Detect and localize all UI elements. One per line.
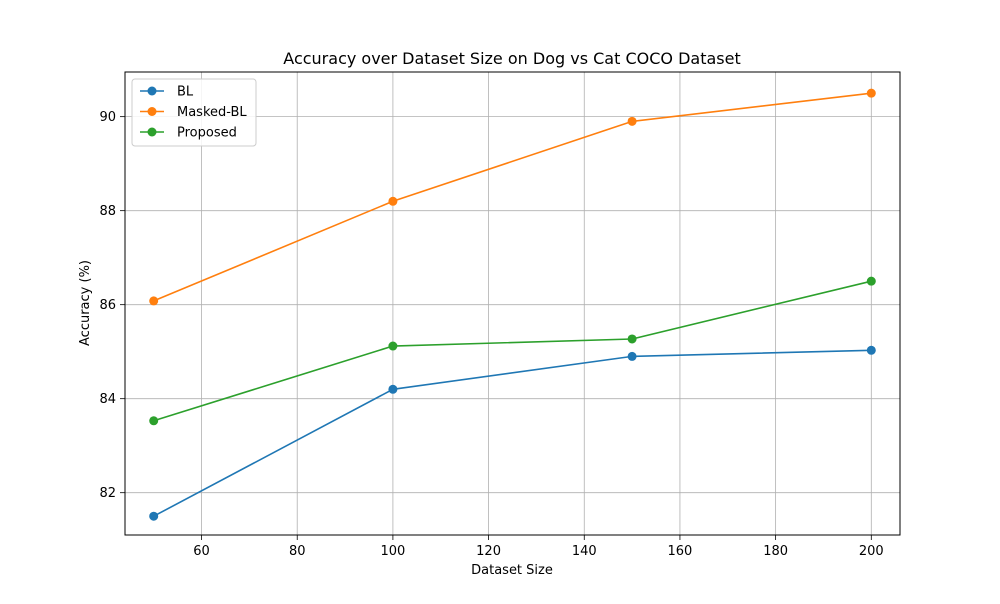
y-tick-label: 84 <box>99 392 116 407</box>
series-line <box>153 92 872 302</box>
data-point <box>627 116 637 126</box>
x-axis-label: Dataset Size <box>471 563 553 578</box>
legend-marker <box>147 107 157 116</box>
data-point <box>388 384 398 394</box>
data-point <box>149 296 159 306</box>
y-tick-label: 90 <box>99 110 116 125</box>
legend: BL Masked-BL Proposed <box>131 78 257 147</box>
y-axis-label: Accuracy (%) <box>78 260 93 346</box>
legend-box <box>131 78 257 147</box>
x-tick-label: 180 <box>763 544 788 559</box>
legend-item: BL <box>140 85 194 100</box>
axis-ticks: 60 80 100 120 140 160 180 200 82 84 86 88 90 <box>99 110 883 559</box>
series-masked-bl <box>149 88 876 306</box>
x-tick-label: 160 <box>668 544 693 559</box>
series-line <box>153 349 872 517</box>
legend-marker <box>147 86 157 96</box>
x-tick-label: 60 <box>193 544 210 559</box>
data-point <box>388 341 398 351</box>
x-tick-label: 140 <box>572 544 597 559</box>
chart-title: Accuracy over Dataset Size on Dog vs Cat… <box>283 49 740 68</box>
plot-frame <box>124 71 901 536</box>
series-bl <box>149 345 876 521</box>
y-tick-label: 82 <box>99 486 116 501</box>
legend-label: Masked-BL <box>177 105 247 120</box>
series-lines <box>149 88 876 521</box>
grid <box>125 72 900 535</box>
data-point <box>149 511 159 521</box>
y-tick-label: 86 <box>99 298 116 313</box>
x-tick-label: 80 <box>289 544 306 559</box>
data-point <box>388 196 398 206</box>
series-proposed <box>149 276 876 426</box>
legend-item: Proposed <box>140 126 237 141</box>
x-tick-label: 100 <box>380 544 405 559</box>
data-point <box>866 88 876 98</box>
data-point <box>149 416 159 426</box>
series-line <box>153 280 872 422</box>
x-tick-label: 200 <box>859 544 884 559</box>
y-tick-label: 88 <box>99 204 116 219</box>
legend-label: Proposed <box>177 126 237 141</box>
data-point <box>627 351 637 361</box>
legend-marker <box>147 127 157 137</box>
legend-item: Masked-BL <box>140 105 247 120</box>
legend-label: BL <box>177 85 194 100</box>
data-point <box>627 334 637 344</box>
data-point <box>866 276 876 286</box>
x-tick-label: 120 <box>476 544 501 559</box>
data-point <box>866 345 876 355</box>
